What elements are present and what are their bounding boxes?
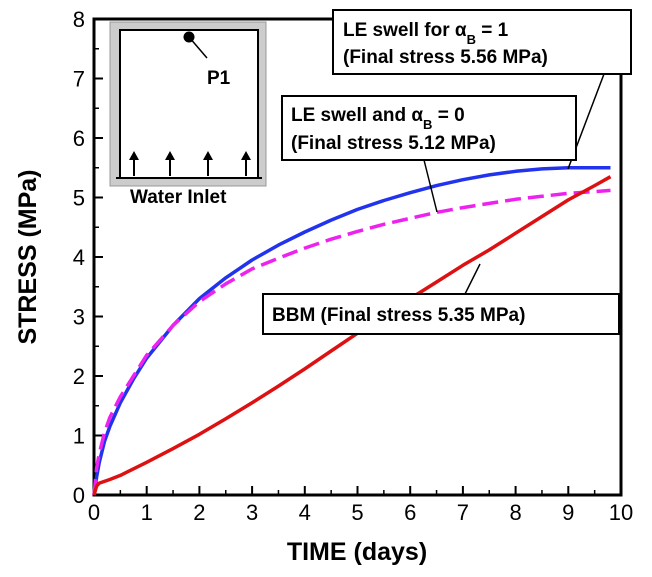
annotation-box xyxy=(262,293,620,335)
series-layer xyxy=(92,166,612,496)
x-tick-label: 1 xyxy=(141,500,153,525)
point-p1-label: P1 xyxy=(207,68,231,89)
y-tick-label: 4 xyxy=(73,245,85,270)
inlet-arrow-head xyxy=(165,151,175,160)
x-tick-label: 0 xyxy=(88,500,100,525)
annotation-le-alpha1: LE swell for αB = 1 (Final stress 5.56 M… xyxy=(332,9,632,170)
annotation-box xyxy=(281,95,577,161)
annotation-leader xyxy=(464,263,481,295)
inlet-arrow-head xyxy=(129,151,139,160)
inset-inner-chamber xyxy=(119,29,259,179)
p1-leader-line xyxy=(188,36,208,59)
y-axis-title: STRESS (MPa) xyxy=(14,169,42,344)
x-tick-label: 6 xyxy=(404,500,416,525)
annotation-line1: LE swell for αB = 1 xyxy=(343,20,509,47)
y-tick-label: 2 xyxy=(73,364,85,389)
y-tick-label: 3 xyxy=(73,305,85,330)
annotation-line1: LE swell and αB = 0 xyxy=(291,105,465,132)
y-tick-label: 5 xyxy=(73,186,85,211)
x-axis-title: TIME (days) xyxy=(287,538,427,566)
y-tick-label: 7 xyxy=(73,67,85,92)
inlet-arrow-head xyxy=(241,151,251,160)
x-tick-label: 2 xyxy=(193,500,205,525)
annotation-le-alpha0: LE swell and αB = 0 (Final stress 5.12 M… xyxy=(281,95,577,213)
x-tick-label: 7 xyxy=(457,500,469,525)
annotation-box xyxy=(332,9,632,75)
x-tick-label: 3 xyxy=(246,500,258,525)
x-tick-label: 4 xyxy=(299,500,311,525)
water-inlet-label: Water Inlet xyxy=(130,187,227,208)
ticks: 0 1 2 3 4 5 6 7 8 9 10 0 1 2 3 4 5 6 7 8 xyxy=(73,7,633,525)
inlet-arrow-head xyxy=(203,151,213,160)
series-line-bbm xyxy=(92,175,612,496)
y-tick-label: 0 xyxy=(73,483,85,508)
x-tick-label: 10 xyxy=(609,500,633,525)
y-tick-label: 8 xyxy=(73,7,85,32)
annotation-line1: BBM (Final stress 5.35 MPa) xyxy=(272,305,525,326)
annotation-leader xyxy=(423,159,438,213)
y-tick-label: 6 xyxy=(73,126,85,151)
annotation-line2: (Final stress 5.12 MPa) xyxy=(291,133,496,154)
inset-diagram: P1 Water Inlet xyxy=(109,21,267,208)
x-tick-label: 8 xyxy=(509,500,521,525)
annotation-line2: (Final stress 5.56 MPa) xyxy=(343,47,548,68)
x-tick-label: 5 xyxy=(351,500,363,525)
inlet-arrows xyxy=(129,151,251,176)
y-tick-label: 1 xyxy=(73,424,85,449)
series-line-le-alpha1 xyxy=(92,166,611,496)
x-tick-label: 9 xyxy=(562,500,574,525)
series-line-le-alpha0 xyxy=(92,188,611,496)
annotation-bbm: BBM (Final stress 5.35 MPa) xyxy=(262,263,620,335)
